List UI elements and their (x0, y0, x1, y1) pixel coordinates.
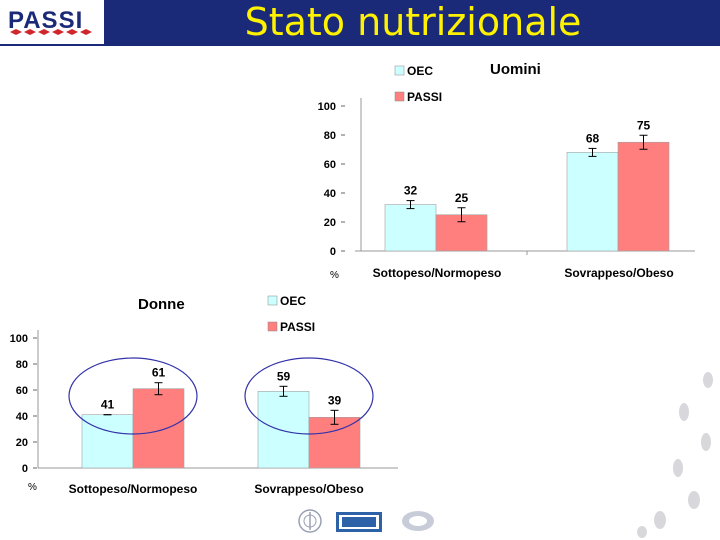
y-axis-label: % (28, 482, 37, 493)
legend-label-oec: OEC (280, 294, 306, 308)
bar-oec-sovrappeso (566, 152, 619, 252)
legend-label-passi: PASSI (280, 320, 315, 334)
header-bar: PASSI Stato nutrizionale (0, 0, 720, 46)
y-tick-label: 100 (318, 101, 336, 113)
bar-passi-sovrappeso (617, 141, 670, 252)
header-band (106, 0, 720, 46)
legend-label-oec: OEC (407, 64, 433, 78)
data-label: 59 (277, 369, 291, 383)
bar-passi-sottopeso (132, 388, 185, 469)
legend-swatch-oec (267, 295, 278, 306)
bar-oec-sottopeso (81, 414, 134, 469)
chart-donne: Donne OEC PASSI 0 20 40 60 80 100% 41 61 Sottopeso/… (10, 294, 398, 496)
data-label: 25 (455, 191, 469, 205)
y-tick-label: 20 (324, 217, 336, 229)
bar-passi-sottopeso (435, 214, 488, 252)
bar-passi-sovrappeso (308, 416, 361, 469)
x-category-label: Sovrappeso/Obeso (254, 482, 363, 496)
x-category-label: Sottopeso/Normopeso (69, 482, 198, 496)
highlight-ellipse (244, 357, 374, 435)
y-tick-label: 40 (16, 411, 28, 423)
bar-oec-sottopeso (384, 204, 437, 252)
y-tick-label: 80 (324, 130, 336, 142)
passi-logo: PASSI (0, 0, 106, 46)
y-tick-label: 60 (16, 385, 28, 397)
data-label: 39 (328, 393, 342, 407)
y-tick-label: 100 (10, 333, 28, 345)
data-label: 41 (101, 398, 115, 412)
y-tick-label: 0 (22, 463, 28, 475)
cnesps-logo (402, 511, 434, 531)
bar-oec-sovrappeso (257, 390, 310, 469)
data-label: 32 (404, 184, 418, 198)
svg-text:PASSI: PASSI (8, 7, 83, 34)
iss-seal (298, 509, 322, 533)
y-tick-label: 40 (324, 188, 336, 200)
y-tick-label: 0 (330, 246, 336, 258)
data-label: 75 (637, 118, 651, 132)
y-tick-label: 80 (16, 359, 28, 371)
chart-uomini: Uomini OEC PASSI 0 20 40 60 80 100% 32 25 Sottopeso… (318, 61, 695, 281)
chart-title: Uomini (490, 61, 541, 78)
y-tick-label: 20 (16, 437, 28, 449)
data-label: 68 (586, 131, 600, 145)
legend-swatch-oec (394, 65, 405, 76)
chart-title: Donne (138, 296, 185, 313)
y-tick-label: 60 (324, 159, 336, 171)
x-category-label: Sovrappeso/Obeso (564, 266, 673, 280)
footprints-decoration (637, 372, 713, 538)
legend-label-passi: PASSI (407, 90, 442, 104)
x-category-label: Sottopeso/Normopeso (373, 266, 502, 280)
highlight-ellipse (68, 357, 198, 435)
y-axis-label: % (330, 270, 339, 281)
data-label: 61 (152, 366, 166, 380)
legend-swatch-passi (394, 91, 405, 102)
page-title: Stato nutrizionale (244, 0, 582, 44)
legend-swatch-passi (267, 321, 278, 332)
ccm-logo (336, 512, 382, 532)
footer-logos (298, 509, 434, 533)
